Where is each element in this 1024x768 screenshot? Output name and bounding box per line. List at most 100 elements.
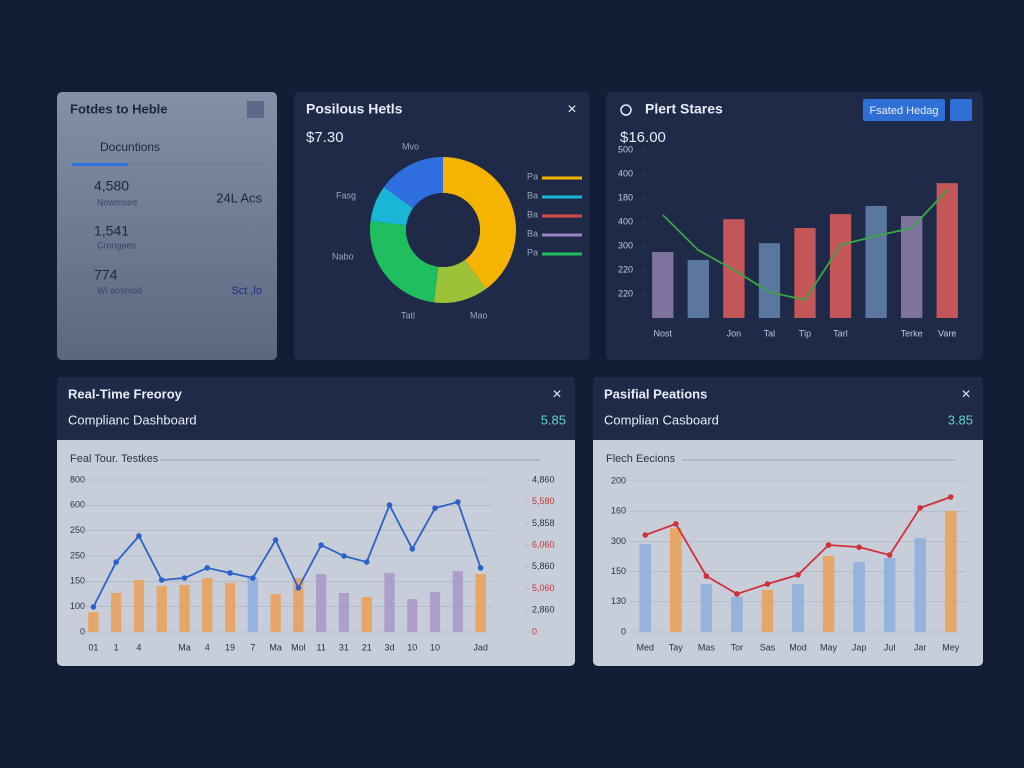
x-tick-label: 21	[362, 642, 372, 652]
button[interactable]	[863, 99, 945, 121]
bar	[794, 228, 816, 318]
x-tick-label: Jar	[914, 642, 927, 652]
x-tick-label: Mey	[942, 642, 960, 652]
y-tick-label: 800	[70, 474, 85, 484]
x-tick-label: Tay	[669, 642, 684, 652]
x-tick-label: Mas	[698, 642, 716, 652]
x-tick-label: 11	[316, 642, 325, 652]
x-tick-label: 7	[250, 642, 255, 652]
panel-title: Plert Stares	[645, 101, 723, 117]
y-tick-label: 150	[611, 566, 626, 576]
x-tick-label: 3d	[384, 642, 394, 652]
bar	[384, 572, 395, 632]
y2-tick-label: 0	[532, 626, 537, 636]
bar	[883, 558, 896, 632]
bar	[224, 583, 236, 632]
icon	[620, 104, 632, 116]
bar	[901, 216, 923, 318]
item-value: 774	[94, 267, 118, 283]
line	[662, 189, 948, 302]
legend-label: Ba	[527, 228, 538, 238]
amount: $16.00	[620, 129, 666, 146]
x-tick-label: Vare	[938, 328, 956, 338]
y-tick-label: 100	[70, 601, 85, 611]
x-tick-label: 4	[205, 642, 210, 652]
x-tick-label: 10	[430, 642, 440, 652]
x-tick-label: Sas	[760, 642, 776, 652]
donut-hole	[406, 193, 480, 267]
item-right: Sct ,lo	[231, 285, 262, 297]
line-marker	[409, 546, 416, 552]
donut-segment	[443, 156, 517, 290]
line-marker	[181, 575, 188, 581]
legend-label: Ba	[527, 209, 538, 219]
x-tick-label: 1	[114, 642, 119, 652]
line-marker	[250, 575, 256, 581]
close-button[interactable]: ×	[961, 386, 970, 403]
y2-tick-label: 5,860	[532, 561, 555, 571]
y-tick-label: 220	[618, 264, 633, 274]
line-marker	[673, 521, 679, 527]
y2-tick-label: 6,060	[532, 540, 555, 550]
bar	[853, 561, 865, 632]
y-tick-label: 600	[70, 500, 85, 510]
outer-label: Fasg	[336, 190, 356, 200]
bar	[792, 583, 804, 632]
x-tick-label: Jad	[473, 642, 488, 652]
line-marker	[90, 604, 97, 610]
legend-label: Pa	[527, 247, 538, 257]
line-marker	[318, 542, 324, 548]
item-right: 24L Acs	[216, 190, 262, 205]
y-tick-label: 130	[611, 596, 626, 606]
line-marker	[136, 533, 142, 539]
line-marker	[363, 559, 370, 565]
bar	[270, 594, 281, 632]
y-tick-label: 250	[70, 525, 85, 535]
line-marker	[856, 544, 862, 550]
bar	[944, 510, 957, 632]
line-marker	[642, 532, 649, 538]
line	[92, 500, 482, 608]
y2-tick-label: 5,580	[532, 496, 555, 506]
legend-label: Ba	[527, 190, 538, 200]
panel-title: Real-Time Freoroy	[68, 386, 183, 401]
bar	[338, 592, 350, 632]
bar	[361, 597, 372, 632]
line-marker	[947, 494, 954, 500]
menu-button[interactable]	[247, 101, 264, 118]
bar	[133, 580, 145, 632]
line-marker	[917, 505, 923, 511]
bar	[202, 578, 213, 632]
bar	[293, 578, 304, 632]
button-label[interactable]: Fsated Hedag	[869, 105, 938, 117]
bar	[639, 544, 652, 632]
bar	[452, 570, 463, 632]
bar	[687, 259, 709, 318]
metric: 3.85	[948, 412, 973, 427]
item-sub: Crongees	[97, 240, 137, 250]
bar	[700, 583, 713, 632]
x-tick-label: 01	[88, 642, 98, 652]
tab[interactable]: Docuntions	[100, 140, 160, 154]
bar	[316, 573, 327, 632]
x-tick-label: 19	[225, 642, 235, 652]
x-tick-label: 10	[407, 642, 417, 652]
y-tick-label: 300	[611, 536, 626, 546]
line-marker	[734, 591, 740, 597]
item-sub: Wi aosmod	[97, 285, 142, 295]
bar	[179, 584, 190, 632]
bell-button[interactable]	[950, 99, 972, 121]
x-tick-label: 4	[136, 642, 141, 652]
close-button[interactable]: ×	[552, 386, 561, 403]
legend-label: Pa	[527, 171, 538, 181]
y-tick-label: 200	[611, 475, 626, 485]
close-button[interactable]: ×	[567, 101, 576, 118]
x-tick-label: 31	[339, 642, 349, 652]
x-tick-label: Mod	[789, 642, 807, 652]
tab-underline	[72, 163, 128, 166]
panel-subtitle: Complian Casboard	[604, 412, 719, 427]
y2-tick-label: 5,060	[532, 583, 555, 593]
y-tick-label: 400	[618, 216, 633, 226]
line-marker	[825, 542, 832, 548]
